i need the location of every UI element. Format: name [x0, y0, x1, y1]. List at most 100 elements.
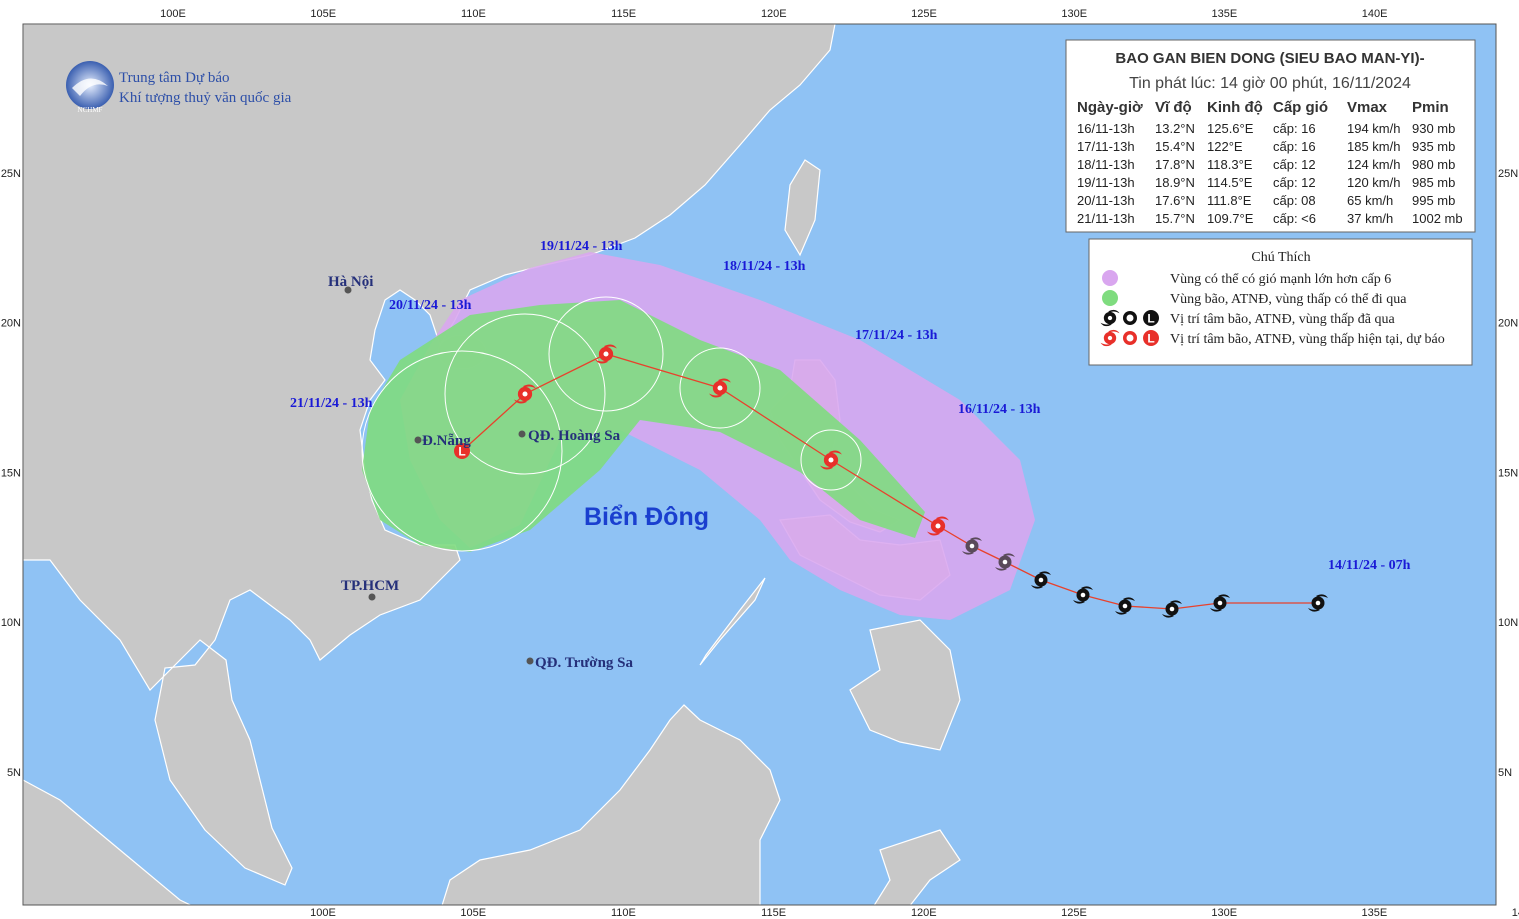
lat-label: 25N [1, 168, 21, 180]
storm-tail [1210, 594, 1230, 612]
org-name: Trung tâm Dự báo [119, 70, 230, 86]
lon-label: 105E [310, 8, 336, 20]
storm-eye [717, 385, 723, 391]
low-symbol: L [458, 445, 465, 459]
storm-tail [514, 384, 536, 404]
table-cell: 21/11-13h [1077, 211, 1135, 226]
legend-item: Vùng có thể có gió mạnh lớn hơn cấp 6 [1170, 272, 1391, 287]
storm-icon [1100, 329, 1120, 347]
table-cell: 124 km/h [1347, 157, 1400, 172]
storm-tail [1162, 600, 1182, 618]
column-header: Pmin [1412, 99, 1449, 116]
storm-tail [1100, 329, 1120, 347]
legend-swatch [1102, 290, 1118, 306]
lon-label: 100E [310, 907, 336, 919]
lat-label: 20N [1, 318, 21, 330]
storm-eye [935, 523, 941, 529]
table-cell: 109.7°E [1207, 211, 1254, 226]
storm-tail [927, 516, 949, 536]
place-dot [414, 436, 422, 444]
table-cell: 1002 mb [1412, 211, 1463, 226]
lat-label: 15N [1, 467, 21, 479]
place-dot [526, 657, 534, 665]
org-name: Khí tượng thuỷ văn quốc gia [119, 90, 292, 106]
table-cell: 18/11-13h [1077, 157, 1135, 172]
track-label: 14/11/24 - 07h [1328, 558, 1411, 573]
table-cell: 13.2°N [1155, 121, 1195, 136]
storm-tail [820, 450, 842, 470]
table-cell: 930 mb [1412, 121, 1455, 136]
storm-tail [709, 378, 731, 398]
lon-label: 120E [761, 8, 787, 20]
table-cell: cấp: 16 [1273, 139, 1316, 154]
table-cell: cấp: 12 [1273, 157, 1316, 172]
table-cell: cấp: 08 [1273, 193, 1316, 208]
table-cell: 15.4°N [1155, 139, 1195, 154]
table-cell: 19/11-13h [1077, 175, 1135, 190]
low-symbol: L [1147, 312, 1154, 326]
lon-label: 115E [611, 8, 636, 20]
low-symbol: L [1147, 332, 1154, 346]
column-header: Vmax [1347, 99, 1388, 116]
place-label: Đ.Nẵng [422, 433, 471, 449]
storm-eye [1038, 577, 1044, 583]
column-header: Kinh độ [1207, 99, 1263, 116]
lon-label: 120E [911, 907, 937, 919]
storm-icon [820, 450, 842, 470]
storm-eye [1002, 559, 1008, 565]
legend-item: Vị trí tâm bão, ATNĐ, vùng thấp hiện tại… [1170, 332, 1445, 347]
storm-eye [1080, 592, 1086, 598]
storm-icon [1210, 594, 1230, 612]
warning-zones [361, 252, 1035, 620]
lat-label: 5N [1498, 767, 1512, 779]
table-cell: 980 mb [1412, 157, 1455, 172]
legend-item: Vị trí tâm bão, ATNĐ, vùng thấp đã qua [1170, 312, 1396, 327]
lon-label: 110E [461, 8, 486, 20]
place-label: Hà Nội [328, 274, 373, 290]
storm-icon [1073, 586, 1093, 604]
table-cell: 995 mb [1412, 193, 1455, 208]
legend-item: Vùng bão, ATNĐ, vùng thấp có thể đi qua [1170, 292, 1407, 307]
storm-eye [522, 391, 528, 397]
info-subtitle: Tin phát lúc: 14 giờ 00 phút, 16/11/2024 [1129, 75, 1411, 92]
table-cell: 16/11-13h [1077, 121, 1135, 136]
lon-label: 130E [1211, 907, 1237, 919]
storm-eye [1122, 603, 1128, 609]
table-cell: 120 km/h [1347, 175, 1400, 190]
table-cell: 194 km/h [1347, 121, 1400, 136]
lat-label: 25N [1498, 168, 1518, 180]
storm-tail [1115, 597, 1135, 615]
place-dot [344, 286, 352, 294]
storm-tail [1100, 309, 1120, 327]
table-cell: 17/11-13h [1077, 139, 1135, 154]
lon-label: 115E [761, 907, 786, 919]
place-label: QĐ. Trường Sa [535, 655, 634, 671]
place-label: QĐ. Hoàng Sa [528, 428, 621, 444]
track-label: 17/11/24 - 13h [855, 328, 938, 343]
table-cell: 114.5°E [1207, 175, 1253, 190]
table-cell: 122°E [1207, 139, 1243, 154]
lat-label: 10N [1498, 617, 1518, 629]
place-label: TP.HCM [341, 578, 399, 594]
lon-label: 140E [1362, 8, 1388, 20]
storm-tail [1308, 594, 1328, 612]
storm-icon [927, 516, 949, 536]
table-cell: 935 mb [1412, 139, 1455, 154]
table-cell: 15.7°N [1155, 211, 1195, 226]
lon-label: 125E [911, 8, 937, 20]
storm-eye [1107, 335, 1113, 341]
low-icon [454, 443, 470, 459]
storm-tail [1031, 571, 1051, 589]
storm-tail [595, 344, 617, 364]
storm-icon [595, 344, 617, 364]
storm-tail [1073, 586, 1093, 604]
storm-eye [828, 457, 834, 463]
map-frame [22, 23, 1497, 906]
storm-icon [1031, 571, 1051, 589]
track-line [461, 353, 1318, 610]
place-dot [368, 593, 376, 601]
depression-eye [1126, 314, 1134, 322]
storm-icon [1162, 600, 1182, 618]
storm-eye [603, 351, 609, 357]
